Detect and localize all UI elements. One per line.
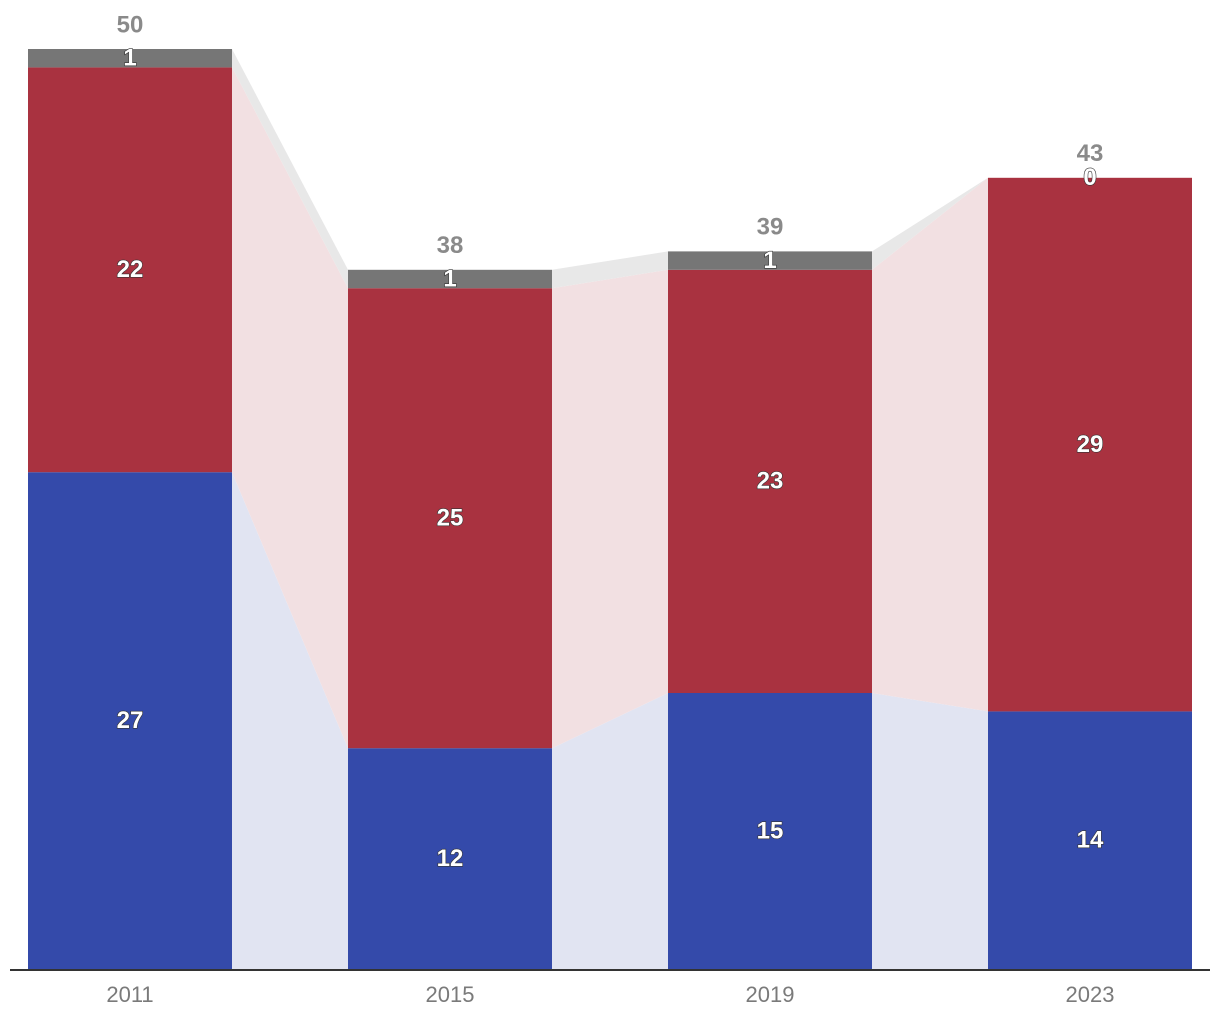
bar-2015-series-2 (348, 288, 552, 749)
x-tick-label-2015: 2015 (426, 982, 475, 1007)
bar-stacks (28, 49, 1192, 969)
data-label-2023-series-3: 0 (1083, 164, 1096, 191)
data-label-2019-series-1: 15 (757, 817, 784, 844)
data-label-2019-series-3: 1 (763, 247, 776, 274)
connector-band-2015-2019-series-2 (552, 269, 668, 749)
bar-2015-series-1 (348, 748, 552, 969)
total-label-2011: 50 (117, 11, 144, 38)
data-label-2015-series-3: 1 (443, 265, 456, 292)
bar-2011-series-1 (28, 472, 232, 969)
bar-2019-series-2 (668, 269, 872, 693)
data-label-2011-series-3: 1 (123, 45, 136, 72)
bar-2023-series-2 (988, 177, 1192, 712)
connector-band-2011-2015-series-3 (232, 49, 348, 289)
connector-bands (232, 49, 988, 969)
data-label-2015-series-2: 25 (437, 505, 464, 532)
bar-2011-series-2 (28, 67, 232, 473)
value-labels: 27 22 1 50 12 25 1 38 15 23 1 39 14 29 043 (116, 11, 1105, 872)
bar-2011-series-3 (28, 49, 232, 68)
bar-2023-series-1 (988, 711, 1192, 969)
x-axis-ticks: 2011 2015 2019 2023 (106, 982, 1114, 1007)
x-tick-label-2019: 2019 (746, 982, 795, 1007)
connector-band-2015-2019-series-3 (552, 251, 668, 289)
connector-band-2019-2023-series-3 (872, 177, 988, 270)
connector-band-2019-2023-series-1 (872, 693, 988, 969)
total-label-2015: 38 (437, 232, 464, 259)
connector-band-2015-2019-series-1 (552, 693, 668, 969)
x-tick-label-2011: 2011 (106, 982, 153, 1007)
bar-2015-series-3 (348, 269, 552, 289)
data-label-2023-series-2: 29 (1077, 431, 1104, 458)
data-label-2023-series-1: 14 (1077, 827, 1104, 854)
connector-band-2011-2015-series-2 (232, 67, 348, 749)
connector-band-2019-2023-series-2 (872, 177, 988, 712)
bar-2019-series-1 (668, 693, 872, 969)
total-label-2019: 39 (757, 214, 784, 241)
data-label-2015-series-1: 12 (437, 845, 464, 872)
total-label-2023: 43 (1077, 140, 1104, 167)
data-label-2011-series-2: 22 (117, 256, 144, 283)
data-label-2011-series-1: 27 (117, 707, 144, 734)
bar-2019-series-3 (668, 251, 872, 270)
connector-band-2011-2015-series-1 (232, 472, 348, 969)
x-tick-label-2023: 2023 (1066, 982, 1115, 1007)
data-label-2019-series-2: 23 (757, 468, 784, 495)
